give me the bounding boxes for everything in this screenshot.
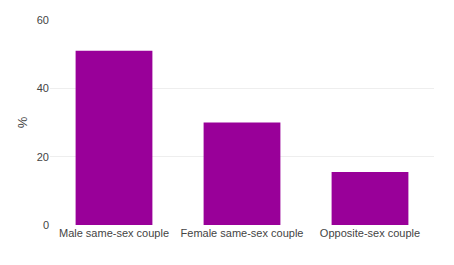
svg-text:Opposite-sex couple: Opposite-sex couple xyxy=(320,227,420,239)
svg-text:60: 60 xyxy=(37,14,49,26)
svg-text:Female same-sex couple: Female same-sex couple xyxy=(181,227,304,239)
svg-text:20: 20 xyxy=(37,151,49,163)
svg-text:40: 40 xyxy=(37,82,49,94)
svg-text:%: % xyxy=(15,116,30,128)
svg-text:Male same-sex couple: Male same-sex couple xyxy=(59,227,169,239)
svg-text:0: 0 xyxy=(43,219,49,231)
